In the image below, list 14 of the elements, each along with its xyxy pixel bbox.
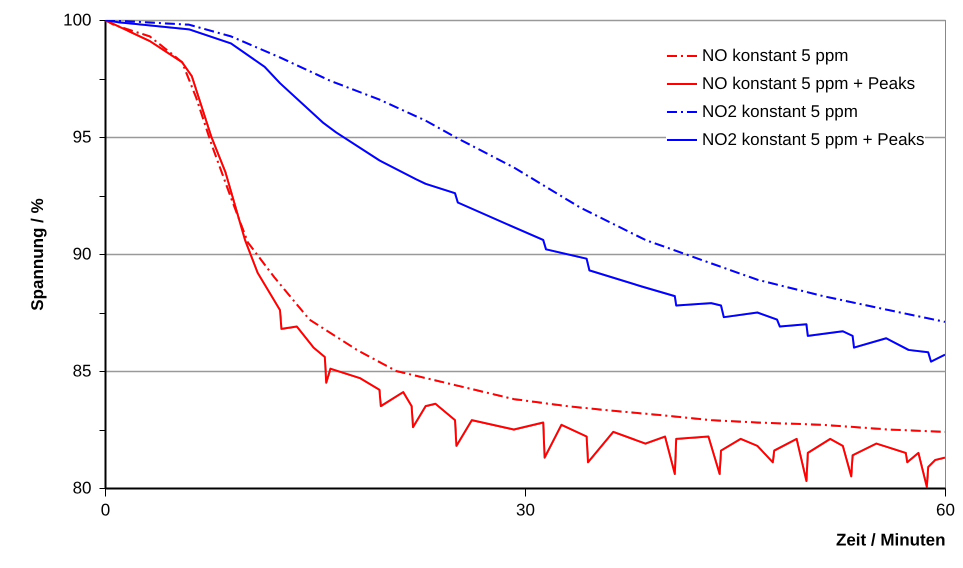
y-axis-title: Spannung / % xyxy=(28,198,48,311)
x-tick-label: 30 xyxy=(516,500,535,520)
y-tick-label: 95 xyxy=(72,128,92,146)
y-tick-label: 100 xyxy=(63,10,92,30)
legend-label: NO2 konstant 5 ppm + Peaks xyxy=(702,130,925,149)
legend-label: NO2 konstant 5 ppm xyxy=(702,102,858,121)
legend-label: NO konstant 5 ppm xyxy=(702,46,848,65)
y-tick-label: 80 xyxy=(72,478,92,498)
x-tick-label: 60 xyxy=(936,500,955,520)
y-tick-label: 90 xyxy=(72,244,92,264)
legend-label: NO konstant 5 ppm + Peaks xyxy=(702,74,916,93)
y-tick-label: 85 xyxy=(72,362,92,380)
x-tick-label: 0 xyxy=(100,500,110,520)
x-axis-title: Zeit / Minuten xyxy=(836,530,946,550)
